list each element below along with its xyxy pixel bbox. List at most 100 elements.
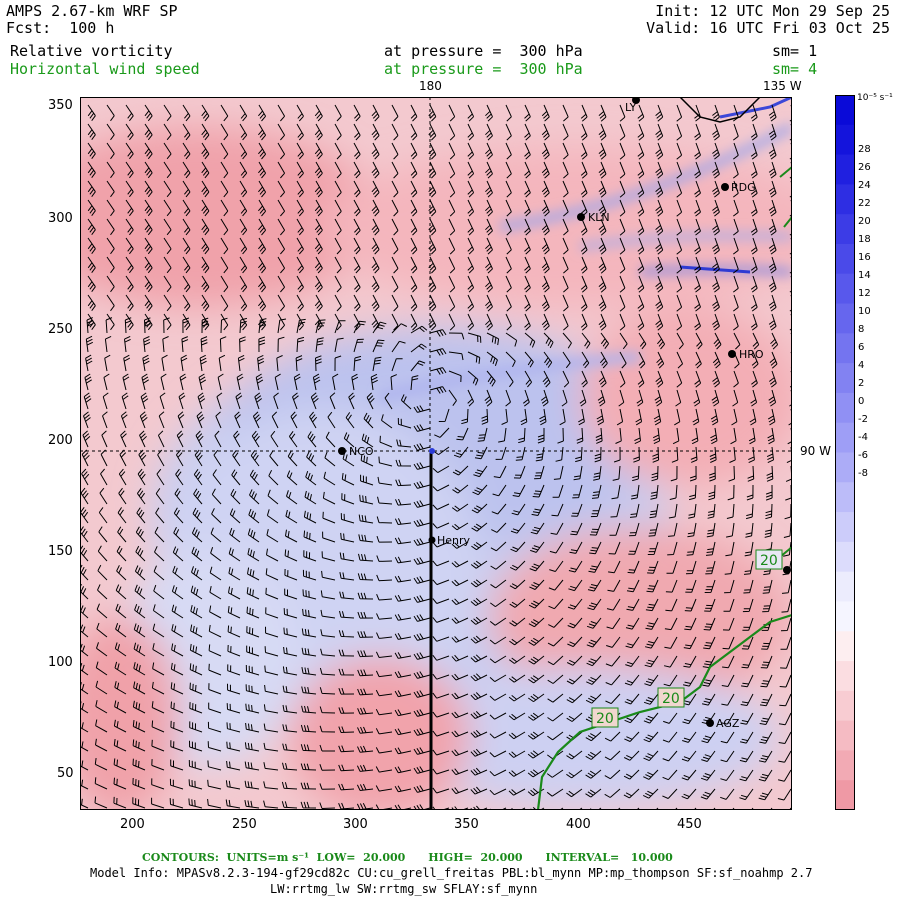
wind-barb	[357, 707, 374, 715]
colorbar-segment	[835, 154, 855, 185]
wind-barb	[467, 351, 481, 364]
wind-barb	[655, 275, 664, 293]
wind-barb	[182, 313, 191, 331]
colorbar-tick-label: 22	[858, 198, 871, 209]
wind-barb	[249, 469, 260, 486]
wind-barb	[211, 488, 222, 505]
wind-barb	[209, 566, 222, 581]
wind-barb	[604, 750, 621, 761]
wind-barb	[231, 469, 241, 486]
wind-barb	[334, 180, 342, 198]
wind-barb	[125, 218, 134, 236]
wind-barb	[281, 801, 298, 809]
wind-barb	[489, 769, 507, 777]
wind-barb	[624, 693, 640, 705]
wind-barb	[491, 522, 507, 533]
wind-barb	[357, 669, 374, 677]
wind-barb	[113, 719, 127, 733]
wind-barb	[87, 199, 96, 216]
wind-barb	[391, 161, 399, 179]
wind-barb	[239, 161, 248, 179]
wind-barb	[286, 470, 298, 486]
wind-barb	[136, 488, 146, 505]
wind-barb	[524, 180, 531, 198]
wind-barb	[413, 766, 431, 774]
wind-barb	[710, 408, 719, 426]
wind-barb	[144, 123, 153, 141]
wind-barb	[655, 313, 664, 331]
wind-barb	[451, 636, 469, 643]
wind-barb	[470, 598, 488, 607]
wind-barb	[547, 693, 564, 703]
wind-barb	[214, 430, 222, 448]
wind-barb	[244, 761, 260, 771]
wind-barb	[176, 430, 184, 448]
wind-barb	[759, 731, 773, 744]
wind-barb	[159, 392, 166, 410]
wind-barb	[285, 509, 298, 524]
wind-barb	[701, 712, 716, 725]
wind-barb	[173, 507, 184, 524]
wind-barb	[711, 389, 720, 407]
wind-barb	[338, 668, 355, 676]
wind-barb	[448, 256, 456, 274]
wind-barb	[413, 747, 431, 755]
wind-barb	[234, 411, 241, 429]
wind-barb	[570, 522, 583, 536]
wind-barb	[413, 633, 431, 641]
wind-barb	[701, 731, 716, 744]
wind-barb	[207, 779, 222, 790]
wind-barb	[321, 570, 336, 581]
wind-barb	[284, 588, 298, 600]
wind-barb	[239, 294, 248, 312]
wind-barb	[676, 142, 683, 160]
wind-barb	[505, 351, 516, 368]
wind-barb	[225, 780, 241, 790]
wind-barb	[432, 768, 450, 775]
wind-barb	[750, 256, 758, 274]
wind-barb	[712, 256, 720, 274]
wind-barb	[485, 256, 493, 274]
wind-barb	[768, 275, 777, 293]
wind-barb	[508, 788, 526, 796]
wind-barb	[604, 731, 621, 742]
wind-barb	[637, 104, 645, 122]
wind-barb	[80, 662, 89, 676]
wind-barb	[491, 503, 507, 515]
wind-barb	[568, 579, 583, 592]
station-AGZ: AGZ	[706, 717, 740, 730]
wind-barb	[694, 294, 701, 312]
wind-barb	[296, 336, 305, 353]
wind-barb	[655, 104, 664, 122]
wind-barb	[80, 642, 89, 657]
wind-barb	[172, 546, 184, 562]
wind-barb	[132, 720, 146, 733]
wind-barb	[580, 275, 588, 293]
wind-barb	[410, 218, 418, 236]
wind-barb	[598, 370, 607, 388]
wind-barb	[152, 662, 165, 676]
wind-barb	[192, 507, 203, 524]
wind-barb	[712, 199, 720, 217]
wind-barb	[531, 503, 545, 516]
wind-barb	[413, 690, 431, 698]
wind-barb	[210, 527, 222, 543]
wind-barb	[655, 256, 664, 274]
wind-barb	[508, 750, 526, 758]
wind-barb	[247, 528, 260, 543]
wind-barb	[391, 340, 406, 353]
contour-label-1: 20	[591, 707, 619, 728]
wind-barb	[485, 237, 493, 255]
wind-barb	[562, 161, 569, 179]
wind-barb	[509, 560, 526, 571]
colorbar-segment	[835, 214, 855, 245]
wind-barb	[647, 560, 659, 574]
wind-barb	[759, 712, 773, 725]
wind-barb	[209, 585, 222, 600]
wind-barb	[567, 636, 583, 648]
wind-barb	[132, 758, 146, 771]
model-info-physics: LW:rrtmg_lw SW:rrtmg_sw SFLAY:sf_mynn	[270, 882, 538, 896]
wind-barb	[580, 123, 588, 141]
wind-barb	[312, 373, 321, 391]
wind-barb	[267, 489, 279, 505]
